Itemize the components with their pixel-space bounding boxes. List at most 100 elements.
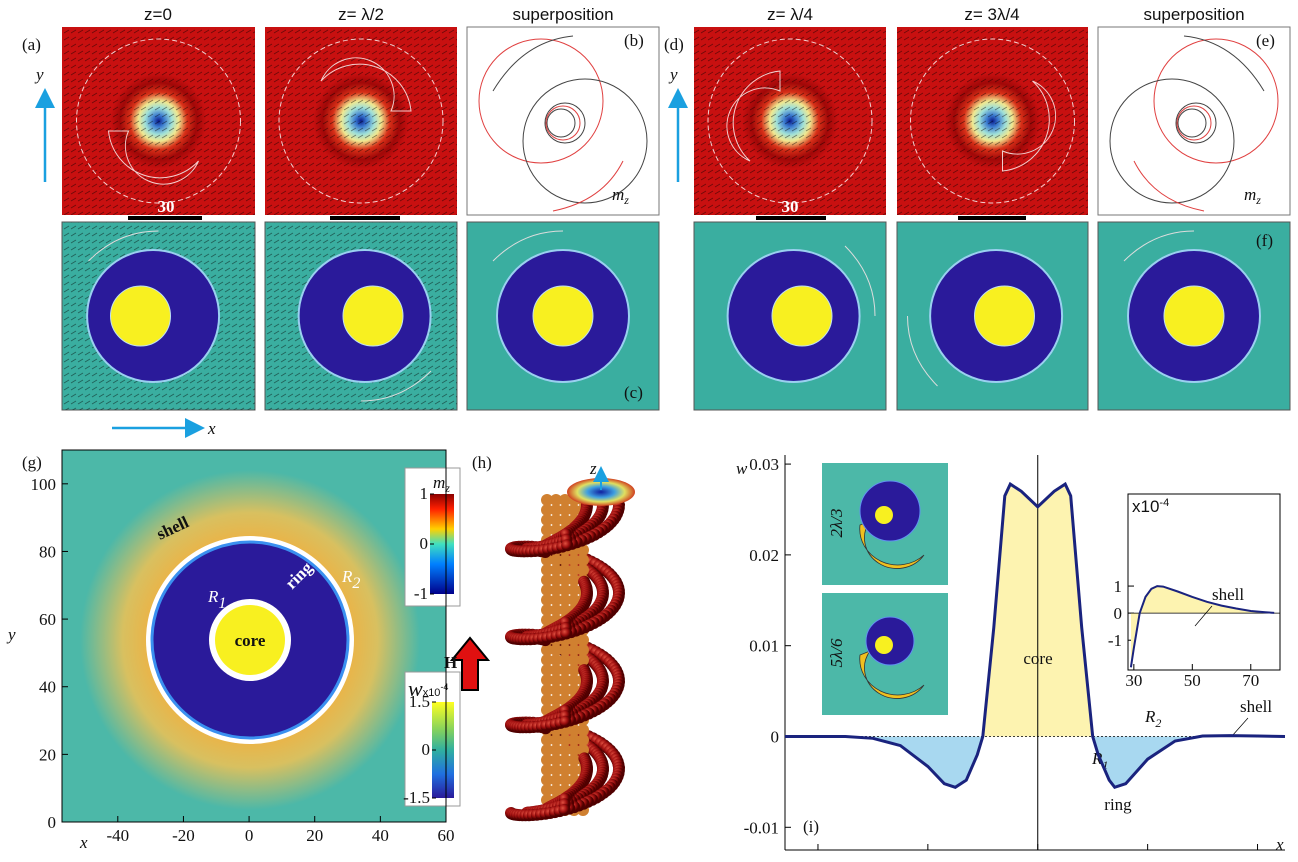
area-positive xyxy=(1131,586,1274,667)
y-tick-label: 0 xyxy=(771,727,780,746)
column-title: superposition xyxy=(512,5,613,24)
superposition-panel xyxy=(467,27,659,215)
column-title: z= λ/4 xyxy=(767,5,813,24)
atom xyxy=(560,628,572,640)
panel-label: (c) xyxy=(624,383,643,402)
y-axis-label: w xyxy=(736,459,748,478)
y-arrow-label: y xyxy=(34,65,44,84)
column-title: z= 3λ/4 xyxy=(964,5,1019,24)
atom xyxy=(559,716,571,728)
panel-label: (g) xyxy=(22,453,42,472)
spin-texture xyxy=(694,27,886,215)
x-axis-label: x xyxy=(79,833,88,852)
annotation-main: R xyxy=(341,567,353,586)
x-axis-label: x xyxy=(1275,835,1284,854)
y-tick-label: 100 xyxy=(31,475,57,494)
y-tick-label: 60 xyxy=(39,610,56,629)
core-region xyxy=(1164,286,1224,346)
panel-label: (d) xyxy=(664,35,684,54)
inset-label: 2λ/3 xyxy=(827,508,846,537)
exponent: -4 xyxy=(1159,497,1169,509)
y-tick-label: 0 xyxy=(48,813,57,832)
x-tick-label: 70 xyxy=(1242,671,1259,690)
y-tick-label: -1 xyxy=(1108,631,1122,650)
scale-bar-label: 30 xyxy=(158,197,175,216)
y-arrow-label: y xyxy=(668,65,678,84)
annotation-sub: 2 xyxy=(1155,716,1161,730)
x-tick-label: -20 xyxy=(172,826,195,845)
y-tick-label: 20 xyxy=(39,745,56,764)
figure: z=0 z= λ/2 superposition z= λ/4 z= 3λ/4 … xyxy=(0,0,1298,857)
z-axis-label: z xyxy=(589,459,597,478)
superposition-panel xyxy=(1098,27,1290,215)
annotation-sub: 2 xyxy=(352,575,360,592)
column-title: z=0 xyxy=(144,5,172,24)
panel-label: (f) xyxy=(1256,231,1273,250)
colorbar-tick-label: 1 xyxy=(420,484,429,503)
panel-label: (b) xyxy=(624,31,644,50)
core-region xyxy=(975,286,1035,346)
annotation: R2 xyxy=(1144,707,1161,730)
exponent: -4 xyxy=(440,682,448,692)
mz-sub: z xyxy=(1255,193,1261,207)
spin-texture xyxy=(897,27,1088,215)
x-tick-label: 20 xyxy=(306,826,323,845)
atom xyxy=(559,804,571,816)
exponent-label: x10-4 xyxy=(1132,497,1169,516)
scale-bar-label: 30 xyxy=(782,197,799,216)
x-tick-label: 30 xyxy=(1125,671,1142,690)
panel-label: (a) xyxy=(22,35,41,54)
annotation: ring xyxy=(1104,795,1132,814)
core-region xyxy=(111,286,171,346)
mz-symbol: m xyxy=(1244,185,1256,204)
y-axis-label: y xyxy=(6,625,16,644)
inset-label: 5λ/6 xyxy=(827,638,846,668)
colorbar-title-sub: z xyxy=(444,481,450,495)
x-tick-label: 0 xyxy=(245,826,254,845)
mz-symbol: m xyxy=(612,185,624,204)
y-tick-label: -0.01 xyxy=(744,818,779,837)
annotation: core xyxy=(235,631,266,650)
x-tick-label: -40 xyxy=(106,826,129,845)
atom xyxy=(561,539,573,551)
annotation: shell xyxy=(1240,697,1272,716)
inset-core xyxy=(875,506,893,524)
panel-images xyxy=(62,27,1290,822)
colorbar-tick-label: -1 xyxy=(414,584,428,603)
panel-label: (e) xyxy=(1256,31,1275,50)
colorbar-tick-label: 1.5 xyxy=(409,692,430,711)
x-tick-label: 50 xyxy=(1184,671,1201,690)
y-tick-label: 1 xyxy=(1114,577,1123,596)
mz-sub: z xyxy=(623,193,629,207)
panel-label: (i) xyxy=(803,817,819,836)
core-region xyxy=(533,286,593,346)
y-tick-label: 0 xyxy=(1114,604,1123,623)
y-tick-label: 0.03 xyxy=(749,455,779,474)
column-title: superposition xyxy=(1143,5,1244,24)
inset-core xyxy=(875,636,893,654)
panel-label: (h) xyxy=(472,453,492,472)
y-tick-label: 0.02 xyxy=(749,546,779,565)
y-tick-label: 0.01 xyxy=(749,637,779,656)
axes-frame xyxy=(1128,494,1280,670)
colorbar-tick-label: -1.5 xyxy=(403,788,430,807)
annotation-main: R xyxy=(1144,707,1156,726)
spin-texture xyxy=(62,27,255,215)
x-tick-label: 60 xyxy=(438,826,455,845)
colorbar-tick-label: 0 xyxy=(420,534,429,553)
colorbar-tick-label: 0 xyxy=(422,740,431,759)
core-region xyxy=(772,286,832,346)
y-tick-label: 40 xyxy=(39,678,56,697)
y-tick-label: 80 xyxy=(39,542,56,561)
colorbar-title-main: m xyxy=(433,473,445,492)
annotation-sub: 1 xyxy=(218,595,226,612)
spin-texture xyxy=(265,27,457,215)
annotation-main: R xyxy=(207,587,219,606)
core-region xyxy=(343,286,403,346)
x-tick-label: 40 xyxy=(372,826,389,845)
column-title: z= λ/2 xyxy=(338,5,384,24)
leader xyxy=(1232,718,1248,736)
x-arrow-label: x xyxy=(207,419,216,438)
annotation: shell xyxy=(1212,585,1244,604)
exponent-base: x10 xyxy=(1132,497,1159,516)
